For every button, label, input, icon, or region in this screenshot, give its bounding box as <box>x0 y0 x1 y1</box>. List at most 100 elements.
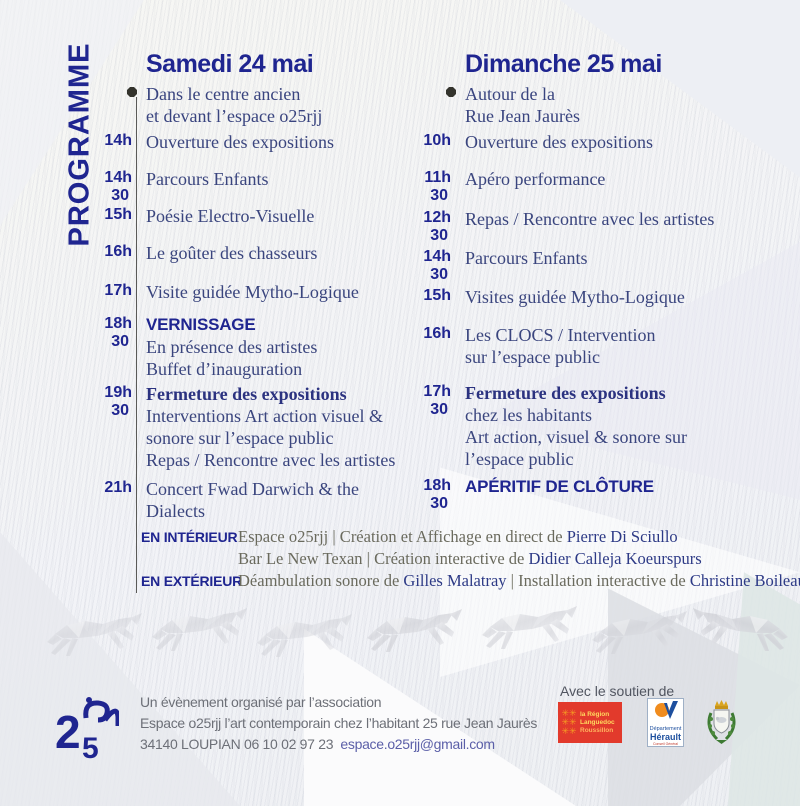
event-line: Interventions Art action visuel & <box>146 406 383 426</box>
horses-frieze <box>47 606 788 657</box>
event-heading: APÉRITIF DE CLÔTURE <box>465 477 654 496</box>
event-row: 14h Ouverture des expositions <box>104 131 476 153</box>
event-row: 17h Visite guidée Mytho-Logique <box>104 281 476 303</box>
event-heading: Fermeture des expositions <box>146 384 347 404</box>
event-line: Visite guidée Mytho-Logique <box>146 282 359 302</box>
horse-icon <box>47 613 142 656</box>
herault-mark-icon <box>654 701 678 719</box>
horse-icon <box>693 608 788 651</box>
location-bullet-icon <box>127 87 137 97</box>
herault-logo-text: Hérault <box>649 732 681 742</box>
timeline-rule <box>136 97 137 593</box>
loupian-city-crest-logo <box>707 699 736 751</box>
event-time: 19h 30 <box>104 384 132 419</box>
event-row: 10h Ouverture des expositions <box>423 131 785 153</box>
event-line: chez les habitants <box>465 405 592 425</box>
event-line: Repas / Rencontre avec les artistes <box>146 450 396 470</box>
event-row: 16h Le goûter des chasseurs <box>104 242 476 264</box>
event-row: 15h Poésie Electro-Visuelle <box>104 205 476 227</box>
footer-org-line: Un évènement organisé par l’association <box>140 694 382 710</box>
event-time: 16h <box>104 243 132 260</box>
horse-icon <box>367 609 462 652</box>
event-row: 11h 30 Apéro performance <box>424 168 785 204</box>
event-line: Repas / Rencontre avec les artistes <box>465 209 715 229</box>
herault-logo-text: Département <box>649 726 682 732</box>
location-line: Autour de la <box>465 84 555 104</box>
location-line: Rue Jean Jaurès <box>465 106 580 126</box>
credit-text: | Installation interactive de <box>506 571 690 590</box>
credit-name: Didier Calleja Koeurspurs <box>528 549 702 568</box>
event-line: Visites guidée Mytho-Logique <box>465 287 685 307</box>
interior-label: EN INTÉRIEUR <box>141 529 238 545</box>
event-heading: VERNISSAGE <box>146 315 256 334</box>
support-label: Avec le soutien de <box>560 683 675 699</box>
event-time: 21h <box>104 479 132 496</box>
day-location: Dans le centre ancien et devant l’espace… <box>146 83 322 127</box>
credit-line: Espace o25rjj | Création et Affichage en… <box>238 527 678 547</box>
event-time: 11h 30 <box>424 169 451 204</box>
event-heading: Fermeture des expositions <box>465 383 666 403</box>
event-time: 10h <box>423 132 451 149</box>
region-languedoc-roussillon-logo: ✳✳ ✳✳ ✳✳ la Région Languedoc Roussillon <box>558 702 622 743</box>
region-sun-icon: ✳✳ ✳✳ ✳✳ <box>561 708 577 736</box>
event-line: l’espace public <box>465 449 574 469</box>
horse-icon <box>152 608 247 651</box>
day-title-sunday: Dimanche 25 mai <box>465 50 662 78</box>
credit-name: Christine Boileau <box>689 571 800 590</box>
event-row: 12h 30 Repas / Rencontre avec les artiste… <box>423 208 785 244</box>
day-title-saturday: Samedi 24 mai <box>146 50 314 78</box>
event-line: En présence des artistes <box>146 337 318 357</box>
event-time: 18h 30 <box>104 315 132 350</box>
event-row: 18h 30 VERNISSAGE En présence des artiste… <box>104 314 476 380</box>
email-link[interactable]: espace.o25rjj@gmail.com <box>340 736 495 752</box>
event-line: Apéro performance <box>465 169 606 189</box>
event-row: 19h 30 Fermeture des expositions Interven… <box>104 383 476 471</box>
event-time: 14h 30 <box>423 248 451 283</box>
event-line: Ouverture des expositions <box>465 132 653 152</box>
location-line: Dans le centre ancien <box>146 84 301 104</box>
horse-icon <box>257 614 352 657</box>
herault-logo-text: Conseil Général <box>652 742 679 746</box>
svg-text:2: 2 <box>55 706 81 758</box>
region-logo-text: Languedoc <box>580 718 615 726</box>
footer-org-line: 34140 LOUPIAN 06 10 02 97 23 espace.o25r… <box>140 736 495 752</box>
event-line: Buffet d’inauguration <box>146 359 303 379</box>
event-time: 16h <box>423 325 451 342</box>
event-time: 18h 30 <box>423 477 451 512</box>
event-line: Parcours Enfants <box>465 248 588 268</box>
association-logo: 2 5 <box>55 696 121 765</box>
event-time: 14h 30 <box>104 169 132 204</box>
region-logo-text: Roussillon <box>580 726 614 734</box>
event-time: 14h <box>104 132 132 149</box>
event-line: Dialects <box>146 501 205 521</box>
day-location: Autour de la Rue Jean Jaurès <box>465 83 580 127</box>
credit-line: Bar Le New Texan | Création interactive … <box>238 549 702 569</box>
event-time: 17h 30 <box>423 383 451 418</box>
event-time: 17h <box>104 282 132 299</box>
departement-herault-logo: Département Hérault Conseil Général <box>647 698 684 747</box>
svg-text:5: 5 <box>82 732 99 760</box>
credit-line: Déambulation sonore de Gilles Malatray |… <box>238 571 800 591</box>
event-row: 14h 30 Parcours Enfants <box>423 247 785 283</box>
footer-address: 34140 LOUPIAN 06 10 02 97 23 <box>140 736 334 752</box>
location-line: et devant l’espace o25rjj <box>146 106 323 126</box>
event-row: 14h 30 Parcours Enfants <box>104 168 476 204</box>
credit-name: Pierre Di Sciullo <box>566 527 678 546</box>
credit-text: Déambulation sonore de <box>238 571 404 590</box>
horse-icon <box>592 611 687 654</box>
event-time: 15h <box>423 287 451 304</box>
exterior-label: EN EXTÉRIEUR <box>141 573 243 589</box>
event-row: 16h Les CLOCS / Intervention sur l’espac… <box>423 324 785 368</box>
event-line: Parcours Enfants <box>146 169 269 189</box>
event-line: Poésie Electro-Visuelle <box>146 206 315 226</box>
region-logo-text: la Région <box>580 710 610 718</box>
event-line: sonore sur l’espace public <box>146 428 334 448</box>
event-line: Art action, visuel & sonore sur <box>465 427 687 447</box>
event-row: 17h 30 Fermeture des expositions chez les… <box>423 382 785 470</box>
event-row: 21h Concert Fwad Darwich & the Dialects <box>104 478 476 522</box>
footer-org-line: Espace o25rjj l’art contemporain chez l’… <box>140 715 538 731</box>
credit-text: Bar Le New Texan | Création interactive … <box>238 549 529 568</box>
event-time: 15h <box>104 206 132 223</box>
event-line: Les CLOCS / Intervention <box>465 325 656 345</box>
